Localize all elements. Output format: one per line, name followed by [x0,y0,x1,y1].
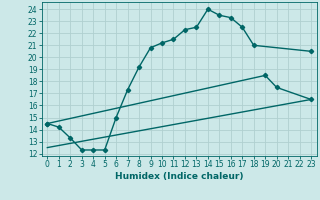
X-axis label: Humidex (Indice chaleur): Humidex (Indice chaleur) [115,172,244,181]
